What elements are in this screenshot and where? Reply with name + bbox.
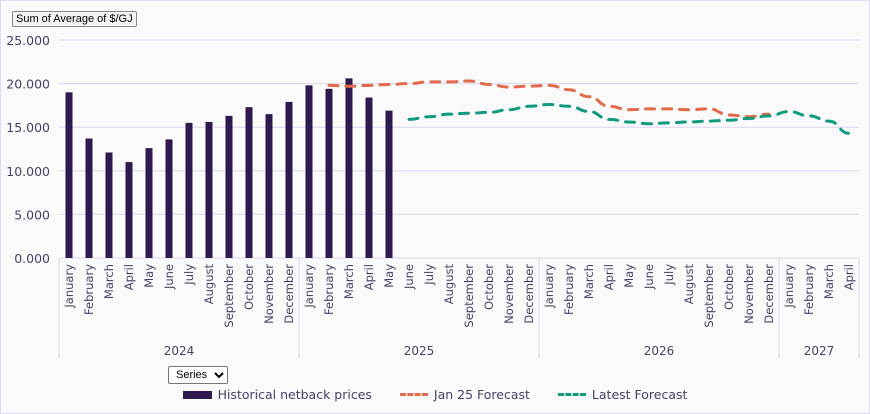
x-tick-label: September (702, 264, 716, 328)
bar (105, 152, 113, 258)
bar (185, 122, 193, 258)
x-tick-label: October (722, 264, 736, 310)
legend-bar-swatch (182, 390, 212, 399)
x-tick-label: July (422, 264, 436, 286)
y-tick-label: 10.000 (6, 164, 50, 179)
y-tick-label: 20.000 (6, 77, 50, 92)
value-field-button[interactable]: Sum of Average of $/GJ (12, 11, 137, 27)
year-label: 2026 (644, 344, 675, 358)
x-tick-label: May (142, 264, 156, 288)
x-tick-label: March (822, 264, 836, 299)
x-tick-label: January (782, 264, 796, 309)
x-tick-label: February (322, 264, 336, 315)
x-tick-label: February (802, 264, 816, 315)
bar (225, 115, 233, 258)
bar (325, 88, 333, 258)
x-tick-label: May (622, 264, 636, 288)
year-label: 2025 (404, 344, 435, 358)
x-tick-label: March (582, 264, 596, 299)
latest-forecast-line (407, 103, 851, 135)
x-tick-label: December (762, 264, 776, 324)
bar (145, 148, 153, 258)
bar (265, 114, 273, 259)
bar (85, 138, 93, 258)
x-tick-label: April (602, 264, 616, 290)
jan25-forecast-line (327, 79, 771, 119)
x-tick-label: February (562, 264, 576, 315)
x-tick-label: November (262, 264, 276, 324)
bar (285, 101, 293, 258)
bar (245, 107, 253, 258)
bar (365, 97, 373, 258)
y-tick-label: 5.000 (14, 207, 50, 222)
y-tick-label: 0.000 (14, 251, 50, 266)
x-tick-label: October (242, 264, 256, 310)
legend-dash-swatch (557, 393, 586, 396)
x-tick-label: March (102, 264, 116, 299)
x-tick-label: September (462, 264, 476, 328)
x-tick-label: June (642, 264, 656, 290)
x-tick-label: June (402, 264, 416, 290)
year-label: 2027 (804, 344, 835, 358)
x-tick-label: April (362, 264, 376, 290)
legend-dash-swatch (399, 393, 428, 396)
x-tick-label: November (502, 264, 516, 324)
legend-historical[interactable]: Historical netback prices (182, 387, 372, 402)
x-tick-label: August (202, 264, 216, 305)
bar (165, 139, 173, 258)
legend-latest[interactable]: Latest Forecast (557, 387, 688, 402)
bar (305, 85, 313, 259)
x-tick-label: June (162, 264, 176, 290)
legend-label: Jan 25 Forecast (433, 387, 530, 402)
bar (125, 162, 133, 258)
bar (385, 110, 393, 258)
bar (65, 92, 73, 258)
legend-label: Latest Forecast (591, 387, 688, 402)
bar (345, 78, 353, 258)
x-tick-label: December (522, 264, 536, 324)
x-tick-label: October (482, 264, 496, 310)
x-tick-label: July (662, 264, 676, 286)
x-tick-label: January (302, 264, 316, 309)
x-tick-label: July (182, 264, 196, 286)
x-tick-label: March (342, 264, 356, 299)
x-tick-label: January (62, 264, 76, 309)
y-tick-label: 15.000 (6, 120, 50, 135)
x-tick-label: January (542, 264, 556, 309)
x-tick-label: April (122, 264, 136, 290)
x-tick-label: April (842, 264, 856, 290)
bar (205, 121, 213, 258)
series-select[interactable]: Series (168, 366, 228, 384)
legend-label: Historical netback prices (217, 387, 372, 402)
x-tick-label: May (382, 264, 396, 288)
x-tick-label: December (282, 264, 296, 324)
x-tick-label: February (82, 264, 96, 315)
x-tick-label: August (682, 264, 696, 305)
y-tick-label: 25.000 (6, 33, 50, 48)
legend: Historical netback prices Jan 25 Forecas… (0, 387, 870, 402)
legend-jan25[interactable]: Jan 25 Forecast (399, 387, 530, 402)
x-tick-label: September (222, 264, 236, 328)
year-label: 2024 (164, 344, 195, 358)
x-tick-label: August (442, 264, 456, 305)
x-tick-label: November (742, 264, 756, 324)
